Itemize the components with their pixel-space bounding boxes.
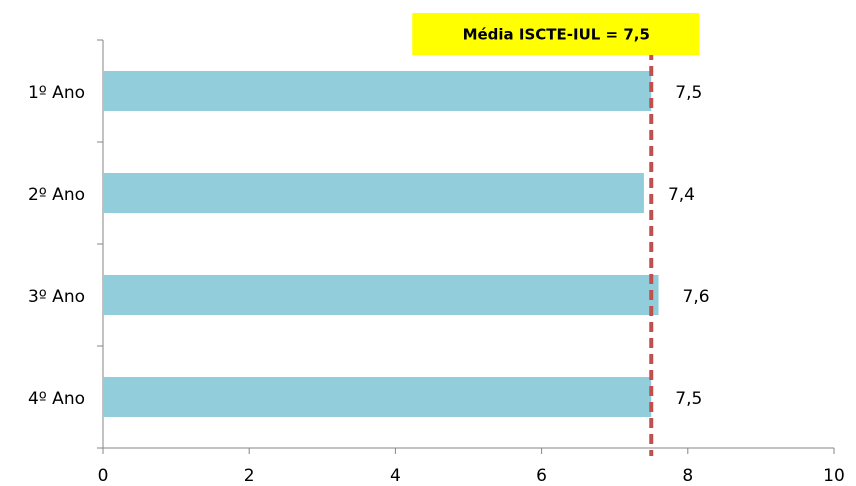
x-tick-label: 0 xyxy=(98,466,109,486)
reference-label: Média ISCTE-IUL = 7,5 xyxy=(463,26,650,44)
y-tick-label: 3º Ano xyxy=(28,287,85,307)
value-label: 7,6 xyxy=(683,287,710,307)
bar xyxy=(103,275,659,315)
value-label: 7,5 xyxy=(675,389,702,409)
bar xyxy=(103,173,644,213)
y-tick-label: 1º Ano xyxy=(28,83,85,103)
x-tick-label: 2 xyxy=(244,466,255,486)
x-tick-label: 10 xyxy=(823,466,845,486)
bar xyxy=(103,71,652,111)
x-tick-label: 8 xyxy=(682,466,693,486)
value-label: 7,5 xyxy=(675,83,702,103)
y-tick-label: 4º Ano xyxy=(28,389,85,409)
bar xyxy=(103,377,652,417)
reference-label-box xyxy=(412,13,700,55)
x-tick-label: 6 xyxy=(536,466,547,486)
y-tick-label: 2º Ano xyxy=(28,185,85,205)
value-label: 7,4 xyxy=(668,185,695,205)
x-tick-label: 4 xyxy=(390,466,401,486)
